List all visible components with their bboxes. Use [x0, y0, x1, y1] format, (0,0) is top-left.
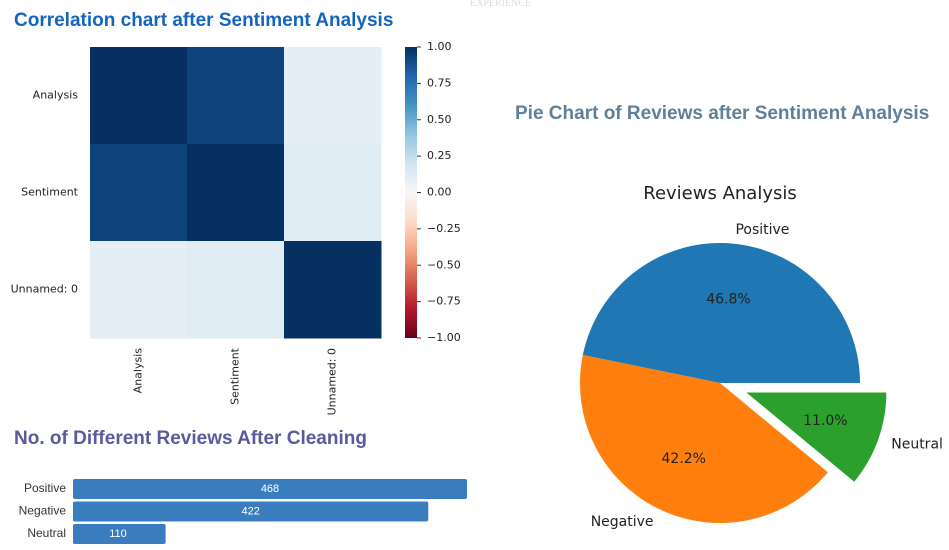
heatmap-cell — [284, 241, 382, 339]
column-label: Analysis — [132, 348, 145, 394]
slice-percent: 46.8% — [706, 291, 750, 307]
heatmap-cell — [187, 241, 285, 339]
category-label: Negative — [19, 504, 67, 518]
colorbar-tick-label: −1.00 — [427, 331, 461, 344]
slice-percent: 11.0% — [803, 413, 847, 429]
colorbar-tick-label: 0.25 — [427, 149, 452, 162]
column-label: Sentiment — [229, 347, 242, 405]
category-label: Positive — [24, 481, 66, 495]
heatmap-cell — [90, 241, 188, 339]
heatmap-cell — [187, 47, 285, 145]
colorbar-tick-label: 0.50 — [427, 113, 452, 126]
bar — [73, 501, 429, 522]
slice-label: Negative — [591, 514, 654, 530]
bar-title: No. of Different Reviews After Cleaning — [14, 428, 367, 449]
pie-heading: Pie Chart of Reviews after Sentiment Ana… — [515, 103, 930, 124]
row-label: Analysis — [33, 89, 79, 102]
bar-value-label: 468 — [261, 483, 279, 495]
colorbar-tick-label: −0.25 — [427, 222, 461, 235]
colorbar-tick-label: 0.75 — [427, 76, 452, 89]
slice-percent: 42.2% — [662, 451, 706, 467]
heatmap-cell — [90, 144, 188, 242]
pie-slice — [582, 242, 860, 383]
heatmap-cell — [284, 144, 382, 242]
heatmap-cell — [284, 47, 382, 145]
bar — [73, 524, 166, 544]
category-label: Neutral — [27, 526, 66, 540]
bar-value-label: 422 — [241, 505, 259, 517]
row-label: Unnamed: 0 — [11, 283, 78, 296]
colorbar-tick-label: 0.00 — [427, 186, 452, 199]
bar-value-label: 110 — [109, 528, 127, 540]
row-label: Sentiment — [21, 186, 79, 199]
pie-slice — [579, 355, 828, 523]
overlay-text: EXPERIENCE — [470, 0, 532, 9]
heatmap-cell — [90, 47, 188, 145]
pie-title: Reviews Analysis — [643, 183, 796, 204]
colorbar — [405, 47, 417, 338]
heatmap-title: Correlation chart after Sentiment Analys… — [14, 10, 394, 31]
bar — [73, 479, 467, 499]
slice-label: Neutral — [891, 437, 943, 453]
column-label: Unnamed: 0 — [326, 348, 339, 415]
colorbar-tick-label: −0.50 — [427, 258, 461, 271]
colorbar-tick-label: −0.75 — [427, 295, 461, 308]
colorbar-tick-label: 1.00 — [427, 40, 452, 53]
slice-label: Positive — [735, 222, 789, 238]
heatmap-cell — [187, 144, 285, 242]
pie-slice — [746, 392, 887, 482]
